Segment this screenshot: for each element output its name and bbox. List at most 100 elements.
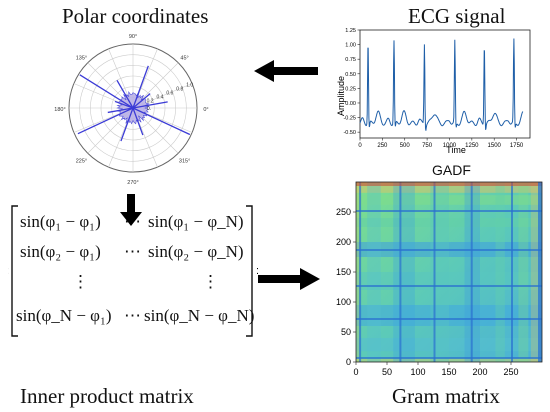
ecg-xtick-label: 1000 — [443, 143, 457, 149]
polar-spike — [107, 107, 134, 114]
polar-radial-label: 0. — [147, 106, 151, 112]
polar-radial-label: 0.4 — [157, 95, 164, 101]
matrix-row-3: ⋮ ⋮ — [8, 272, 278, 294]
polar-angle-label: 135° — [76, 55, 87, 61]
matrix-row-2: sin(φ₂ − φ₁) ⋯ sin(φ₂ − φ_N) — [8, 242, 278, 264]
gadf-stripe — [356, 357, 542, 359]
inner-product-matrix: : : sin(φ₁ − φ₁) ⋯ sin(φ₁ − φ_N) sin(φ₂ … — [8, 202, 258, 342]
ecg-ytick-label: 1.00 — [345, 43, 356, 49]
matrix-cell: ⋮ — [202, 272, 219, 291]
gadf-stripe — [356, 318, 542, 320]
polar-series — [77, 65, 191, 142]
gadf-stripe — [356, 210, 542, 212]
gadf-xtick-label: 100 — [410, 367, 425, 377]
gadf-xtick-label: 200 — [472, 367, 487, 377]
polar-angle-label: 90° — [129, 34, 137, 40]
polar-angle-label: 180° — [54, 107, 65, 113]
gadf-stripe — [433, 182, 436, 362]
svg-text::: : — [8, 265, 9, 277]
polar-spike — [114, 100, 134, 109]
polar-spike — [132, 107, 144, 136]
polar-spike — [77, 107, 134, 135]
gadf-band — [518, 182, 529, 362]
polar-labels: 0° 45° 90° 135° 180° 225° 270° 315° 0.20.40.60.8… — [54, 34, 208, 186]
gadf-band — [356, 338, 542, 352]
gadf-xtick-label: 50 — [382, 367, 392, 377]
gadf-title: GADF — [432, 162, 471, 178]
gadf-band — [356, 182, 360, 362]
gadf-heatmap: 0 50 100 150 200 250 0 50 100 150 200 250 — [336, 181, 543, 377]
matrix-row-4: sin(φ_N − φ₁) ⋯ sin(φ_N − φ_N) — [8, 306, 278, 328]
ecg-xtick-label: 250 — [377, 143, 388, 149]
gadf-ytick-label: 250 — [336, 207, 351, 217]
matrix-cell: sin(φ_N − φ_N) — [144, 306, 255, 325]
gadf-stripe — [470, 182, 473, 362]
gadf-ytick-label: 100 — [336, 297, 351, 307]
polar-spike — [132, 65, 149, 109]
matrix-brackets: : : — [8, 205, 258, 337]
gadf-stripe — [359, 182, 362, 362]
gadf-band — [356, 218, 542, 227]
ecg-ytick-label: 0.00 — [345, 101, 356, 107]
arrow-polar-to-matrix — [120, 194, 142, 226]
polar-spike — [116, 79, 134, 109]
ecg-ytick-label: 1.25 — [345, 28, 356, 34]
ecg-ytick-label: 0.25 — [345, 86, 356, 92]
polar-spike — [79, 74, 134, 109]
polar-spike — [120, 107, 134, 142]
ecg-xtick-label: 0 — [358, 143, 362, 149]
arrow-ecg-to-polar — [254, 60, 318, 82]
ecg-ytick-label: 0.75 — [345, 57, 356, 63]
gadf-band — [356, 195, 542, 205]
ecg-xtick-label: 1500 — [488, 143, 502, 149]
polar-angle-label: 315° — [179, 159, 190, 165]
gadf-xtick-label: 0 — [353, 367, 358, 377]
polar-plot: 0° 45° 90° 135° 180° 225° 270° 315° 0.20.40.60.8… — [54, 34, 208, 186]
ecg-xlabel: Time — [446, 145, 466, 155]
gadf-xtick-label: 250 — [503, 367, 518, 377]
gadf-band — [430, 182, 449, 362]
gadf-cells — [356, 182, 542, 362]
ecg-frame — [359, 29, 531, 139]
gadf-band — [356, 182, 542, 193]
gadf-xtick-label: 150 — [441, 367, 456, 377]
gadf-ytick-label: 50 — [341, 327, 351, 337]
gadf-band — [356, 358, 542, 362]
matrix-cell: ⋯ — [124, 242, 141, 261]
ecg-xtick-label: 1250 — [465, 143, 479, 149]
gadf-band — [393, 182, 415, 362]
ecg-ytick-label: -0.50 — [343, 130, 356, 136]
polar-angle-label: 270° — [127, 180, 138, 186]
ecg-xtick-label: 750 — [422, 143, 433, 149]
polar-angle-label: 45° — [180, 55, 188, 61]
gadf-stripe — [511, 182, 513, 362]
gadf-stripe — [399, 182, 402, 362]
gadf-ticks: 0 50 100 150 200 250 0 50 100 150 200 250 — [336, 181, 543, 377]
gadf-band — [530, 182, 542, 362]
ecg-chart: 0 250 500 750 1000 1250 1500 1750 -0.50 -0.25 0.00… — [336, 28, 531, 155]
svg-text::: : — [256, 265, 258, 277]
matrix-cell: ⋮ — [72, 272, 89, 291]
gadf-ytick-label: 150 — [336, 267, 351, 277]
ecg-ytick-label: -0.25 — [343, 116, 356, 122]
gadf-stripe — [356, 249, 542, 251]
ecg-title: ECG signal — [408, 4, 506, 28]
gadf-band — [356, 305, 542, 326]
matrix-cell: sin(φ₁ − φ_N) — [148, 212, 244, 231]
gadf-ytick-label: 0 — [346, 357, 351, 367]
matrix-cell: sin(φ_N − φ₁) — [16, 306, 112, 325]
gadf-edge — [538, 182, 542, 362]
matrix-cell: sin(φ₂ − φ₁) — [20, 242, 101, 261]
inner-product-title: Inner product matrix — [20, 384, 194, 408]
polar-angle-label: 0° — [203, 107, 208, 113]
matrix-cell: sin(φ₁ − φ₁) — [20, 212, 101, 231]
ecg-ticks: 0 250 500 750 1000 1250 1500 1750 -0.50 -0.25 0.00… — [343, 28, 523, 149]
polar-spike — [132, 107, 191, 136]
polar-radial-label: 0.2 — [147, 99, 154, 105]
polar-spike — [132, 101, 168, 109]
arrow-matrix-to-gram — [258, 268, 320, 290]
ecg-axes — [359, 29, 531, 139]
gadf-ytick-label: 200 — [336, 237, 351, 247]
matrix-cell: sin(φ₂ − φ_N) — [148, 242, 244, 261]
gram-title: Gram matrix — [392, 384, 500, 408]
